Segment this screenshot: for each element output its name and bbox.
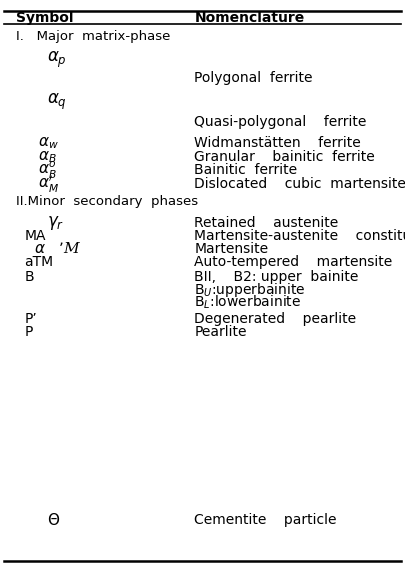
Text: I.   Major  matrix-phase: I. Major matrix-phase: [16, 31, 171, 43]
Text: $\alpha$   ’M: $\alpha$ ’M: [34, 241, 82, 256]
Text: B$_{U}$:upperbainite: B$_{U}$:upperbainite: [194, 281, 306, 299]
Text: $\alpha_{M}^{\prime}$: $\alpha_{M}^{\prime}$: [38, 173, 60, 195]
Text: $\alpha_{B}$: $\alpha_{B}$: [38, 149, 57, 165]
Text: Degenerated    pearlite: Degenerated pearlite: [194, 312, 356, 326]
Text: Bainitic  ferrite: Bainitic ferrite: [194, 164, 298, 177]
Text: B$_{L}$:lowerbainite: B$_{L}$:lowerbainite: [194, 294, 302, 311]
Text: Dislocated    cubic  martensite: Dislocated cubic martensite: [194, 177, 405, 191]
Text: Pearlite: Pearlite: [194, 325, 247, 339]
Text: $\alpha_{w}$: $\alpha_{w}$: [38, 135, 59, 151]
Text: $\gamma_{r}$: $\gamma_{r}$: [47, 214, 64, 232]
Text: Symbol: Symbol: [16, 11, 74, 25]
Text: Martensite-austenite    constituent: Martensite-austenite constituent: [194, 229, 405, 243]
Text: Quasi-polygonal    ferrite: Quasi-polygonal ferrite: [194, 115, 367, 129]
Text: Cementite    particle: Cementite particle: [194, 513, 337, 527]
Text: B: B: [24, 270, 34, 284]
Text: aTM: aTM: [24, 256, 53, 269]
Text: II.Minor  secondary  phases: II.Minor secondary phases: [16, 195, 198, 208]
Text: P: P: [24, 325, 33, 339]
Text: $\Theta$: $\Theta$: [47, 512, 60, 528]
Text: Retained    austenite: Retained austenite: [194, 216, 339, 229]
Text: Polygonal  ferrite: Polygonal ferrite: [194, 72, 313, 85]
Text: $\alpha_{q}$: $\alpha_{q}$: [47, 92, 66, 112]
Text: $\alpha_{p}$: $\alpha_{p}$: [47, 49, 66, 70]
Text: Granular    bainitic  ferrite: Granular bainitic ferrite: [194, 150, 375, 164]
Text: $\alpha_{B}^{o}$: $\alpha_{B}^{o}$: [38, 160, 57, 181]
Text: Auto-tempered    martensite: Auto-tempered martensite: [194, 256, 393, 269]
Text: P’: P’: [24, 312, 37, 326]
Text: Nomenclature: Nomenclature: [194, 11, 305, 25]
Text: Widmanstätten    ferrite: Widmanstätten ferrite: [194, 136, 361, 150]
Text: Martensite: Martensite: [194, 242, 269, 256]
Text: BII,    B2: upper  bainite: BII, B2: upper bainite: [194, 270, 359, 284]
Text: MA: MA: [24, 229, 46, 243]
